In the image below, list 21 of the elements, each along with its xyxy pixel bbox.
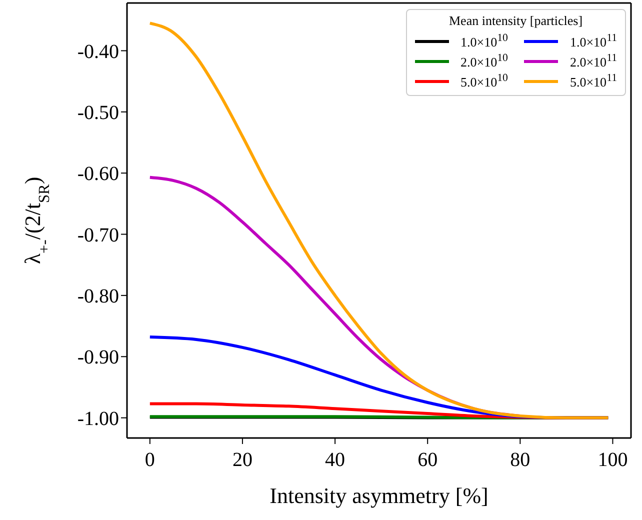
y-tick-label: -0.80: [77, 286, 119, 308]
y-tick-label: -0.90: [77, 346, 119, 369]
x-tick-label: 40: [325, 449, 346, 472]
x-tick-label: 80: [510, 449, 530, 472]
y-tick-label: -0.70: [77, 224, 119, 246]
legend-label: 2.0×10$^{11}$: [570, 52, 617, 70]
y-tick-label: -1.00: [77, 408, 119, 430]
x-axis-title: Intensity asymmetry [%]: [270, 483, 488, 508]
legend-label: 2.0×10$^{10}$: [460, 52, 508, 70]
x-tick-label: 100: [598, 449, 628, 472]
legend-label: 1.0×10$^{11}$: [570, 32, 617, 50]
x-tick-label: 20: [232, 449, 252, 472]
x-tick-label: 0: [144, 449, 155, 472]
x-tick-label: 60: [418, 449, 438, 472]
legend-label: 1.0×10$^{10}$: [460, 32, 508, 50]
y-tick-label: -0.40: [77, 40, 119, 63]
legend-title: Mean intensity [particles]: [448, 13, 584, 29]
legend-label: 5.0×10$^{10}$: [460, 72, 508, 90]
legend-label: 5.0×10$^{11}$: [570, 72, 617, 90]
y-tick-label: -0.60: [77, 163, 119, 186]
y-tick-label: -0.50: [77, 102, 119, 124]
